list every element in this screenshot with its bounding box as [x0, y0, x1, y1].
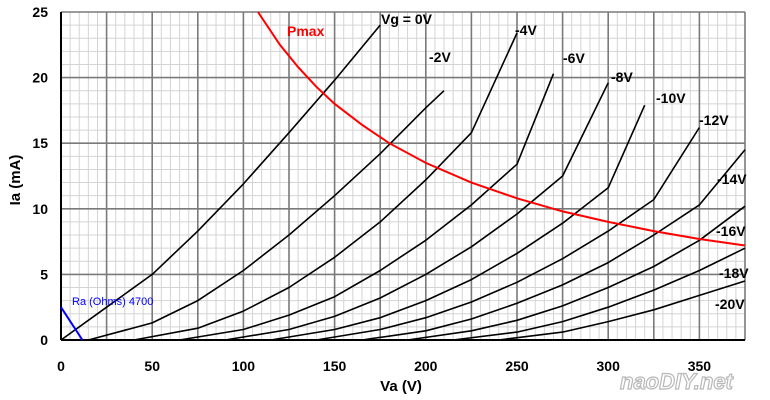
plate-curve-1: [88, 90, 445, 341]
plate-curve-9: [453, 247, 746, 341]
load-line-group: Ra (Ohms) 4700: [60, 296, 153, 341]
pmax-label: Pmax: [287, 23, 325, 39]
y-tick-label: 20: [32, 70, 48, 86]
minor-grid: [61, 12, 745, 340]
plate-curve-5: [270, 104, 646, 341]
curve-label-10: -20V: [715, 296, 745, 312]
load-line-label: Ra (Ohms) 4700: [72, 296, 153, 308]
curve-label-4: -8V: [611, 69, 633, 85]
x-tick-label: 150: [323, 358, 347, 374]
curve-label-2: -4V: [515, 22, 537, 38]
y-tick-label: 10: [32, 201, 48, 217]
x-tick-label: 300: [597, 358, 621, 374]
curve-label-6: -12V: [699, 112, 729, 128]
plate-curve-7: [361, 149, 746, 341]
curve-label-7: -14V: [717, 171, 747, 187]
x-tick-label: 100: [232, 358, 256, 374]
plate-curve-8: [407, 205, 746, 341]
curve-label-0: Vg = 0V: [381, 11, 433, 27]
plate-curve-2: [133, 32, 518, 341]
curve-label-3: -6V: [563, 50, 585, 66]
x-tick-label: 200: [414, 358, 438, 374]
curve-labels: Vg = 0V -2V -4V -6V -8V -10V -12V -14V -16V -18V -…: [381, 11, 749, 312]
tick-labels: 0 50 100 150 200 250 300 350 0 5 10 15 20 25: [32, 4, 711, 374]
x-tick-label: 350: [688, 358, 712, 374]
x-tick-label: 50: [144, 358, 160, 374]
curve-label-1: -2V: [429, 49, 451, 65]
watermark-logo: naoDIY.net: [620, 369, 735, 394]
curve-label-8: -16V: [716, 223, 746, 239]
plate-curve-4: [225, 82, 609, 341]
curve-label-5: -10V: [656, 90, 686, 106]
x-axis-title: Va (V): [380, 378, 422, 395]
y-tick-label: 25: [32, 4, 48, 20]
y-tick-label: 5: [40, 266, 48, 282]
curve-label-9: -18V: [719, 265, 749, 281]
plate-curve-10: [498, 280, 746, 341]
x-tick-label: 0: [57, 358, 65, 374]
y-tick-label: 15: [32, 135, 48, 151]
plate-curves: [60, 24, 746, 341]
plate-curve-6: [316, 127, 701, 341]
plate-curve-3: [179, 73, 555, 341]
y-axis-title: Ia (mA): [7, 155, 24, 206]
pmax-curve: [257, 11, 746, 247]
plate-curve-0: [60, 24, 381, 341]
load-line: [60, 306, 84, 341]
x-tick-label: 250: [505, 358, 529, 374]
major-grid: [60, 11, 746, 341]
pmax-curve-group: Pmax: [257, 11, 746, 247]
y-tick-label: 0: [40, 332, 48, 348]
